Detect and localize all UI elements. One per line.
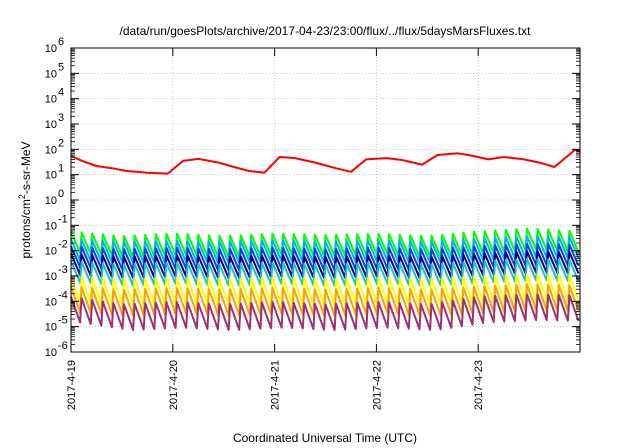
x-tick-label: 2017-4-19 [66,360,78,410]
x-axis-label: Coordinated Universal Time (UTC) [233,431,417,445]
y-tick-label: 10 [45,347,57,359]
x-tick-label: 2017-4-22 [371,360,383,410]
y-tick-exponent: -3 [58,264,68,276]
y-axis-label-sup: 2 [17,194,27,199]
y-tick-label: 10 [45,94,57,106]
y-axis-label-rest: -s-sr-MeV [19,141,33,194]
y-tick-label: 10 [45,170,57,182]
y-tick-exponent: 6 [58,36,64,48]
y-tick-exponent: -1 [58,213,68,225]
y-tick-label: 10 [45,43,57,55]
y-tick-exponent: -2 [58,239,68,251]
y-tick-exponent: -4 [58,289,68,301]
x-tick-label: 2017-4-23 [473,360,485,410]
chart-title: /data/run/goesPlots/archive/2017-04-23/2… [120,24,532,38]
x-axis: 2017-4-19 2017-4-20 2017-4-21 2017-4-22 2017… [66,48,485,410]
y-tick-exponent: 0 [58,188,64,200]
y-tick-label: 10 [45,195,57,207]
y-tick-label: 10 [45,220,57,232]
series-line [70,148,581,175]
y-tick-exponent: 2 [58,137,64,149]
y-tick-exponent: 5 [58,61,64,73]
y-tick-label: 10 [45,144,57,156]
y-tick-label: 10 [45,119,57,131]
series-layer [70,148,581,332]
y-tick-label: 10 [45,271,57,283]
y-tick-exponent: -5 [58,315,68,327]
y-tick-label: 10 [45,322,57,334]
x-tick-label: 2017-4-21 [270,360,282,410]
series-line [70,293,580,332]
y-tick-exponent: 3 [58,112,64,124]
y-axis-label-main: protons/cm [19,199,33,258]
x-tick-label: 2017-4-20 [168,360,180,410]
y-tick-label: 10 [45,246,57,258]
y-tick-exponent: -6 [58,340,68,352]
y-tick-exponent: 4 [58,87,64,99]
y-axis-label: protons/cm2-s-sr-MeV [17,141,33,258]
series-line [70,258,580,287]
y-axis: 10-610-510-410-310-210-11001011021031041… [45,36,580,359]
y-tick-label: 10 [45,68,57,80]
y-tick-label: 10 [45,296,57,308]
y-tick-exponent: 1 [58,163,64,175]
